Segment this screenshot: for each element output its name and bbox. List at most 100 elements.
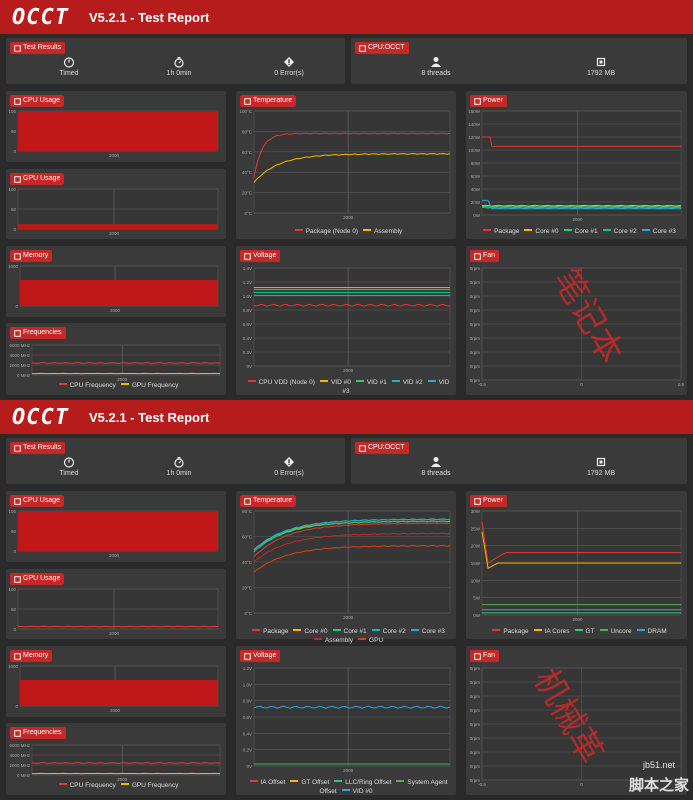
legend: Package (Node 0) Assembly bbox=[242, 227, 450, 236]
y-tick: 0rpm bbox=[470, 378, 481, 383]
legend-item[interactable]: Core #2 bbox=[598, 228, 637, 235]
legend-swatch bbox=[249, 780, 258, 783]
y-tick: 40W bbox=[471, 187, 481, 192]
legend: CPU VDD (Node 0) VID #0 VID #1 VID #2 VID #3 bbox=[242, 378, 450, 396]
temperature-tag-label: Temperature bbox=[253, 97, 293, 104]
fan-icon bbox=[474, 252, 481, 260]
x-tick: 0.5 bbox=[678, 782, 685, 787]
y-tick: 0W bbox=[473, 213, 481, 218]
y-tick: 140W bbox=[468, 122, 481, 127]
legend-item[interactable]: CPU Frequency bbox=[54, 382, 116, 389]
legend-item[interactable]: GPU bbox=[353, 637, 383, 644]
legend-item[interactable]: VID #2 bbox=[387, 379, 423, 386]
results-icon bbox=[14, 444, 21, 452]
stat: 1792 MB bbox=[566, 56, 636, 77]
legend-item[interactable]: IA Cores bbox=[529, 628, 570, 635]
gpu-usage-chart: 100 50 0 2000 bbox=[8, 187, 219, 236]
stat-value: Timed bbox=[59, 70, 79, 77]
legend-swatch bbox=[58, 383, 67, 386]
series-line bbox=[482, 199, 681, 210]
legend-item[interactable]: Core #1 bbox=[328, 628, 367, 635]
report-header: OCCT V5.2.1 - Test Report bbox=[0, 0, 693, 34]
y-tick: 0rpm bbox=[470, 350, 481, 355]
gpu-usage-panel: GPU Usage 100 50 0 2000 bbox=[6, 169, 226, 239]
y-tick: 0.6V bbox=[243, 715, 252, 720]
legend-item[interactable]: VID #0 bbox=[337, 788, 373, 795]
legend-swatch bbox=[247, 380, 256, 383]
legend-text: GPU Frequency bbox=[131, 382, 179, 389]
legend-item[interactable]: Core #3 bbox=[637, 228, 676, 235]
legend-item[interactable]: CPU Frequency bbox=[54, 782, 116, 789]
frequencies-icon bbox=[14, 329, 21, 337]
y-tick: 0 MHz bbox=[17, 373, 31, 378]
y-tick: 0 bbox=[13, 227, 16, 232]
legend-item[interactable]: Core #0 bbox=[519, 228, 559, 235]
legend-item[interactable]: Core #2 bbox=[367, 628, 406, 635]
frequencies-panel: Frequencies 6000 MHz 4000 MHz 2000 MHz 0 MHz… bbox=[6, 323, 226, 395]
legend-item[interactable]: Core #0 bbox=[288, 628, 328, 635]
legend-item[interactable]: IA Offset bbox=[245, 779, 285, 786]
legend-item[interactable]: Package bbox=[247, 628, 288, 635]
legend-text: Core #2 bbox=[613, 228, 637, 235]
stat-value: 1792 MB bbox=[586, 70, 616, 77]
y-tick: 0rpm bbox=[470, 680, 481, 685]
memory-chart: 1000 0 2000 bbox=[8, 664, 219, 713]
gpu-usage-chart: 100 50 0 2000 bbox=[8, 587, 219, 636]
x-tick: 2000 bbox=[343, 768, 354, 773]
frequencies-tag: Frequencies bbox=[10, 327, 66, 339]
x-tick: 2000 bbox=[117, 777, 128, 782]
power-tag: Power bbox=[470, 495, 507, 507]
temperature-panel: Temperature 80°C 60°C 40°C 20°C 0°C 2000 Packag… bbox=[236, 491, 456, 644]
legend-item[interactable]: LLC/Ring Offset bbox=[329, 779, 391, 786]
legend-text: DRAM bbox=[647, 628, 667, 635]
x-tick: 2000 bbox=[109, 631, 120, 636]
legend-item[interactable]: VID #1 bbox=[351, 379, 387, 386]
legend-item[interactable]: Package bbox=[478, 228, 519, 235]
memory-tag: Memory bbox=[10, 250, 53, 262]
legend-swatch bbox=[332, 629, 341, 632]
legend-text: Package bbox=[494, 228, 520, 235]
cpu-tag: CPU:OCCT bbox=[355, 442, 409, 454]
report-2: OCCT V5.2.1 - Test Report Test Results Time… bbox=[0, 400, 693, 800]
site-url[interactable]: jb51.net bbox=[642, 760, 675, 770]
legend-item[interactable]: VID #0 bbox=[315, 379, 351, 386]
y-tick: 100°C bbox=[239, 109, 252, 114]
legend-item[interactable]: CPU VDD (Node 0) bbox=[243, 379, 315, 386]
fan-panel: Fan 0rpm 0rpm 0rpm 0rpm 0rpm 0rpm 0rpm 0rpm 0rpm -… bbox=[466, 646, 687, 795]
series-line bbox=[253, 153, 451, 183]
legend-swatch bbox=[533, 629, 542, 632]
y-tick: 0 bbox=[13, 627, 16, 632]
legend-item[interactable]: Assembly bbox=[358, 228, 402, 235]
power-plug-icon bbox=[474, 97, 481, 105]
legend-item[interactable]: GPU Frequency bbox=[116, 382, 179, 389]
legend-swatch bbox=[120, 383, 129, 386]
legend-item[interactable]: Core #1 bbox=[559, 228, 598, 235]
legend-swatch bbox=[641, 229, 650, 232]
legend-item[interactable]: Assembly bbox=[309, 637, 353, 644]
legend-item[interactable]: Uncore bbox=[595, 628, 632, 635]
legend-item[interactable]: GT bbox=[570, 628, 595, 635]
temperature-panel: Temperature 100°C 80°C 60°C 40°C 20°C 0°C 2000 P… bbox=[236, 91, 456, 239]
legend-text: Package bbox=[263, 628, 289, 635]
legend-item[interactable]: VID #3 bbox=[342, 379, 449, 395]
legend-item[interactable]: GPU Frequency bbox=[116, 782, 178, 789]
stat: 8 threads bbox=[401, 456, 471, 477]
y-tick: 0.4V bbox=[243, 731, 252, 736]
series-line bbox=[481, 521, 681, 564]
legend-item[interactable]: GT Offset bbox=[285, 779, 329, 786]
y-tick: 60W bbox=[471, 174, 481, 179]
legend-item[interactable]: Package bbox=[487, 628, 529, 635]
legend-item[interactable]: System Agent Offset bbox=[319, 779, 447, 795]
legend-swatch bbox=[341, 789, 350, 792]
site-name: 脚本之家 bbox=[628, 777, 689, 794]
y-tick: 160W bbox=[468, 109, 481, 114]
y-tick: 20W bbox=[471, 544, 481, 549]
y-tick: 0V bbox=[246, 764, 252, 769]
legend-item[interactable]: Core #3 bbox=[406, 628, 445, 635]
frequencies-tag-label: Frequencies bbox=[23, 329, 62, 336]
legend-item[interactable]: DRAM bbox=[632, 628, 667, 635]
series-line bbox=[253, 522, 451, 558]
legend-item[interactable]: Package (Node 0) bbox=[290, 228, 358, 235]
x-tick: 0 bbox=[580, 782, 583, 787]
y-tick: 0rpm bbox=[470, 322, 481, 327]
